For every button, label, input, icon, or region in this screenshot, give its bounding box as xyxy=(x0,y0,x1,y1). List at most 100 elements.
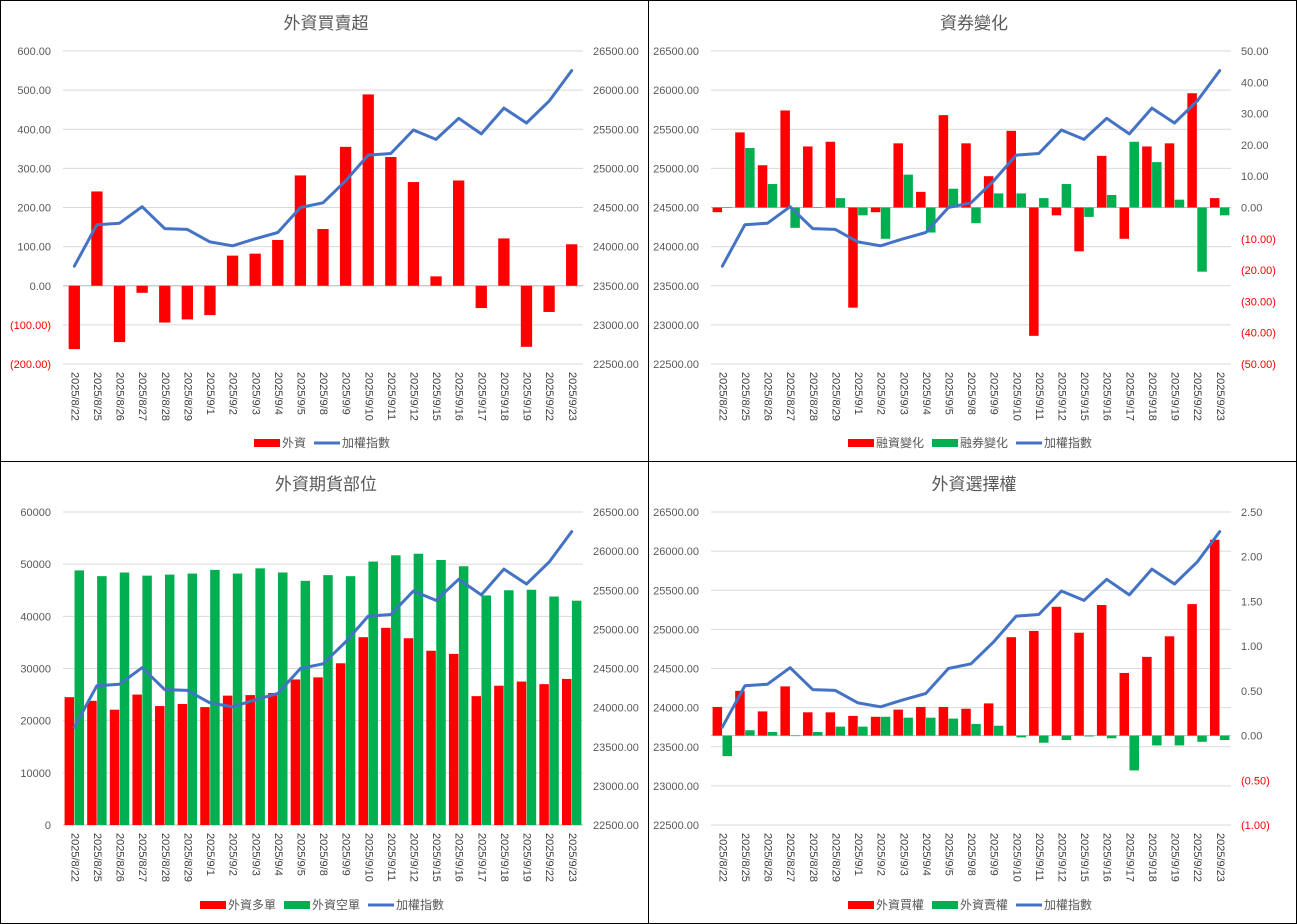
y-tick-right: 50.00 xyxy=(1241,46,1269,58)
bar xyxy=(903,174,913,208)
x-tick: 2025/8/26 xyxy=(762,372,774,421)
x-tick: 2025/9/5 xyxy=(942,372,954,415)
bar xyxy=(745,730,755,736)
bar xyxy=(848,207,858,308)
bar xyxy=(136,285,148,293)
bar xyxy=(835,726,846,736)
bar xyxy=(1142,146,1152,208)
y-tick-right: 1.50 xyxy=(1241,596,1262,608)
bar xyxy=(1051,606,1062,736)
x-tick: 2025/9/19 xyxy=(521,833,533,882)
y-tick-left: 24000.00 xyxy=(653,703,699,715)
y-axis-left: (200.00) (100.00) 0.00 100.00 200.00 300.00 40… xyxy=(10,46,51,371)
x-tick: 2025/9/17 xyxy=(475,833,487,882)
y-tick-right: 25500.00 xyxy=(593,124,639,136)
x-tick: 2025/9/16 xyxy=(453,372,465,421)
x-axis: 2025/8/22 2025/8/25 2025/8/26 2025/8/27 2025… xyxy=(68,372,577,421)
bar xyxy=(226,255,239,286)
x-tick: 2025/9/11 xyxy=(1033,372,1045,420)
y-axis-right: (1.00) (0.50) 0.00 0.50 1.00 1.50 2.00 2.50 xyxy=(1241,507,1270,832)
bar xyxy=(812,207,823,208)
x-tick: 2025/9/19 xyxy=(1169,372,1181,421)
x-tick: 2025/8/26 xyxy=(114,372,126,421)
bar xyxy=(87,700,97,825)
bar xyxy=(767,731,778,736)
bar xyxy=(1164,143,1175,208)
x-tick: 2025/8/27 xyxy=(136,833,148,882)
x-tick: 2025/9/9 xyxy=(988,372,1000,415)
bar xyxy=(177,703,188,825)
x-tick: 2025/9/18 xyxy=(1146,372,1158,421)
bar xyxy=(1016,735,1026,738)
x-axis: 2025/8/22 2025/8/25 2025/8/26 2025/8/27 2025… xyxy=(716,833,1225,882)
chart-margin-change: 資券變化 22500.00 23000.00 23500.00 24000.00 2450… xyxy=(653,14,1276,450)
legend-label: 外資 xyxy=(282,436,306,450)
x-tick: 2025/9/8 xyxy=(965,833,977,876)
bar xyxy=(1164,636,1175,736)
legend-item: 外資買權 xyxy=(848,898,924,912)
bar xyxy=(893,143,903,208)
bar xyxy=(323,575,333,825)
legend: 外資買權 外資賣權 加權指數 xyxy=(848,897,1092,912)
legend-label: 融券變化 xyxy=(960,435,1008,450)
x-tick: 2025/8/22 xyxy=(716,372,728,421)
y-tick-left: 22500.00 xyxy=(653,359,699,371)
bar xyxy=(339,146,352,286)
bar xyxy=(249,253,261,286)
bar xyxy=(436,559,446,825)
y-tick-right: (1.00) xyxy=(1241,820,1270,832)
index-line xyxy=(72,69,574,268)
bar xyxy=(893,709,903,736)
x-tick: 2025/9/5 xyxy=(942,833,954,876)
legend-label: 加權指數 xyxy=(1044,435,1092,450)
bar xyxy=(448,653,459,825)
bar xyxy=(858,726,868,736)
legend-label: 外資買權 xyxy=(876,898,924,912)
chart-title: 外資選擇權 xyxy=(932,475,1017,495)
y-tick-left: 500.00 xyxy=(17,85,51,97)
bar xyxy=(1119,207,1130,239)
bar xyxy=(825,712,836,736)
bar xyxy=(916,706,926,736)
y-tick-right: 24500.00 xyxy=(593,664,639,676)
x-tick: 2025/9/9 xyxy=(988,833,1000,876)
bar xyxy=(767,184,778,208)
bar xyxy=(255,568,265,825)
chart-panel-foreign-futures: 外資期貨部位 0 10000 20000 30000 40000 50000 60000 225… xyxy=(0,461,649,924)
x-tick: 2025/8/22 xyxy=(68,833,80,882)
bar xyxy=(566,244,578,286)
bar xyxy=(539,684,549,825)
x-tick: 2025/9/4 xyxy=(920,372,932,415)
bar xyxy=(1051,207,1062,216)
x-tick: 2025/9/23 xyxy=(1214,372,1226,421)
y-tick-right: 30.00 xyxy=(1241,109,1269,121)
legend: 外資 加權指數 xyxy=(254,435,390,450)
y-tick-right: 22500.00 xyxy=(593,359,639,371)
bar xyxy=(803,712,813,736)
bar xyxy=(948,188,959,208)
y-axis-left: 0 10000 20000 30000 40000 50000 60000 xyxy=(20,507,51,832)
y-tick-right: 22500.00 xyxy=(593,820,639,832)
bar xyxy=(926,207,936,233)
x-tick: 2025/8/26 xyxy=(114,833,126,882)
bar xyxy=(426,650,436,825)
bar xyxy=(1129,141,1139,208)
bar xyxy=(181,285,193,320)
bar xyxy=(109,709,120,825)
legend-swatch xyxy=(284,901,310,909)
bar-series xyxy=(68,94,578,350)
bar xyxy=(1039,735,1049,743)
x-tick: 2025/8/25 xyxy=(739,833,751,882)
x-tick: 2025/9/5 xyxy=(294,833,306,876)
x-tick: 2025/9/4 xyxy=(920,833,932,876)
bar xyxy=(222,695,233,825)
x-tick: 2025/9/11 xyxy=(1033,833,1045,881)
legend-item: 外資 xyxy=(254,436,306,450)
bar xyxy=(1187,604,1197,736)
x-tick: 2025/9/12 xyxy=(408,833,420,882)
legend-label: 加權指數 xyxy=(342,435,390,450)
y-tick-right: 20.00 xyxy=(1241,140,1269,152)
bar xyxy=(993,193,1004,208)
y-tick-left: 25000.00 xyxy=(653,163,699,175)
x-tick: 2025/9/22 xyxy=(543,833,555,882)
